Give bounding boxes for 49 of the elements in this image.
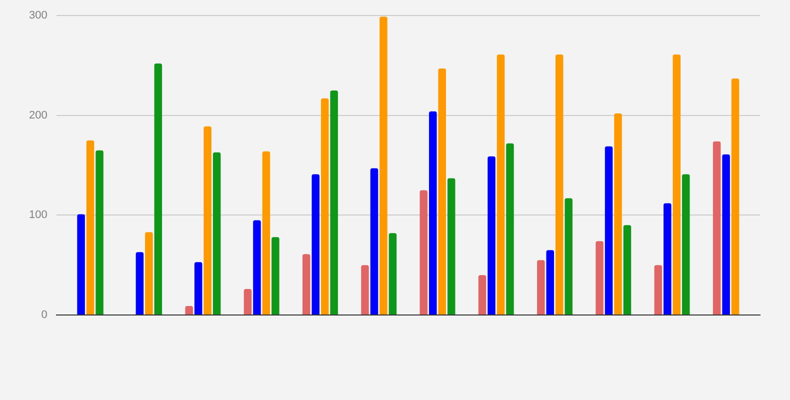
bar (330, 90, 338, 314)
bar (429, 111, 437, 314)
y-tick-label: 300 (28, 10, 48, 22)
bar (96, 150, 104, 314)
bar (614, 113, 622, 314)
bar (136, 252, 144, 314)
bar (154, 64, 162, 314)
bar (722, 154, 730, 314)
bar (388, 233, 397, 314)
bar (604, 146, 613, 314)
bar (212, 152, 221, 314)
y-tick-label: 200 (28, 109, 48, 122)
bar (546, 250, 554, 314)
bar (731, 78, 740, 314)
bar (537, 260, 545, 314)
bar (478, 275, 486, 314)
bar (438, 68, 446, 314)
bar (77, 214, 85, 314)
bar (672, 54, 681, 314)
bar (488, 156, 496, 314)
bar (664, 203, 672, 314)
bar (302, 254, 310, 314)
bar (420, 190, 428, 314)
bar (564, 198, 572, 314)
bar (370, 168, 378, 314)
bar (312, 174, 320, 314)
bar (380, 16, 388, 314)
y-tick-label: 100 (28, 209, 48, 222)
bar (361, 265, 369, 314)
bar (596, 241, 604, 314)
bar (496, 54, 505, 314)
bar (682, 174, 690, 314)
bar (204, 126, 212, 314)
bar (556, 54, 564, 314)
bar (272, 237, 280, 314)
bar (712, 141, 721, 314)
bar (654, 265, 662, 314)
bar (506, 143, 514, 314)
bar (623, 225, 632, 314)
bar (145, 232, 153, 314)
bar (320, 98, 329, 314)
y-tick-label: 0 (41, 309, 48, 322)
bar (253, 220, 261, 314)
bar (194, 262, 202, 314)
bar (262, 151, 270, 314)
bar (185, 306, 193, 314)
bar (447, 178, 456, 314)
bar (86, 140, 94, 314)
bar (244, 289, 252, 314)
